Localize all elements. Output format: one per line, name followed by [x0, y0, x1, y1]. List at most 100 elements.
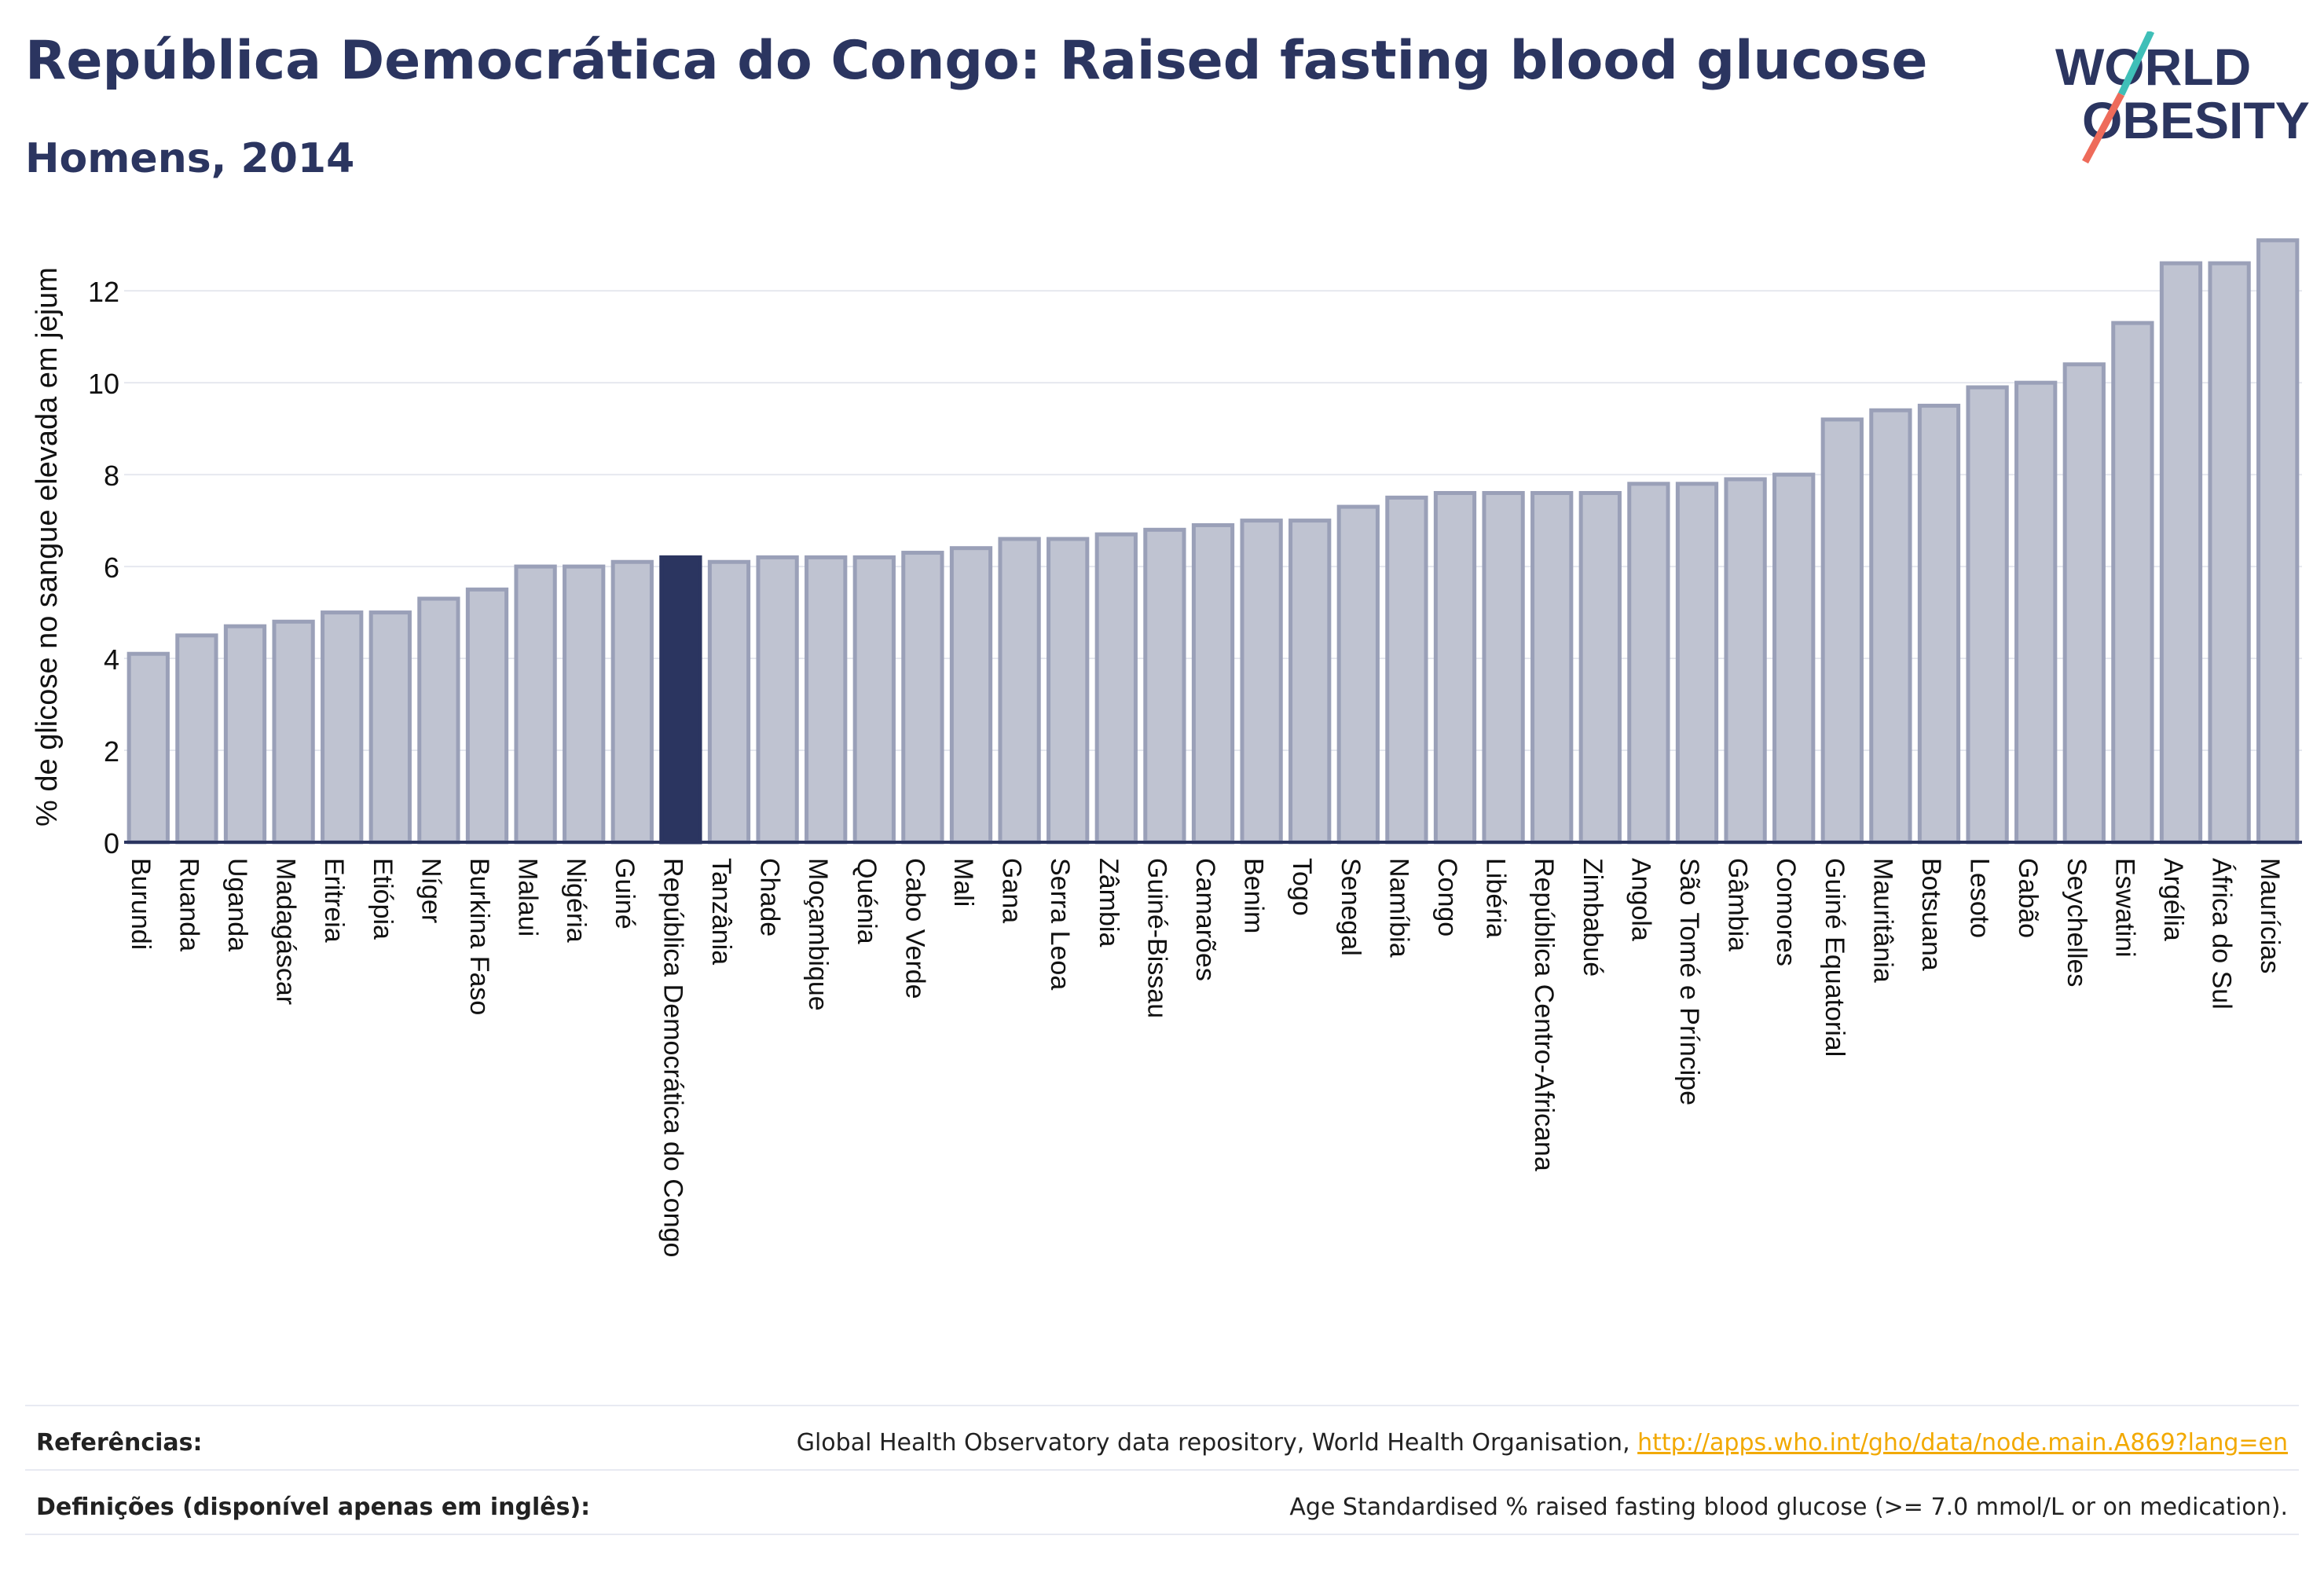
x-tick-label: República Centro-Africana [1529, 858, 1559, 1171]
x-tick-label: Senegal [1336, 858, 1365, 956]
bar [175, 633, 218, 845]
x-tick-label: Guiné [610, 858, 640, 929]
bar [1240, 519, 1283, 845]
x-tick-label: Guiné-Bissau [1142, 858, 1171, 1018]
bar [126, 651, 170, 845]
x-tick-label: Congo [1432, 858, 1462, 936]
x-tick-label: Mali [948, 858, 978, 907]
bar [1917, 403, 1961, 845]
x-tick-label: Gana [997, 858, 1027, 923]
bar-layer [126, 238, 2300, 845]
x-tick-label: Comores [1771, 858, 1801, 966]
definitions-row: Definições (disponível apenas em inglês)… [36, 1483, 2288, 1530]
bar [1530, 491, 1574, 845]
bar [417, 596, 460, 845]
x-tick-label: Seychelles [2062, 858, 2091, 987]
x-tick-label: África do Sul [2207, 858, 2237, 1010]
bar-chart: 0 2 4 6 8 10 12 Burundi Ruanda Uganda Madagáscar E… [31, 238, 2302, 1257]
bar [368, 610, 412, 845]
x-tick-label: Mauritânia [1868, 858, 1897, 983]
bar [1482, 491, 1525, 845]
y-tick-label: 2 [104, 735, 119, 768]
x-tick-label: Lesoto [1965, 858, 1995, 938]
x-tick-label: Argélia [2158, 858, 2188, 941]
bar [563, 564, 606, 845]
bar-highlighted [659, 555, 702, 845]
x-tick-layer: Burundi Ruanda Uganda Madagáscar Eritreia Eti… [126, 858, 2285, 1257]
x-tick-label: Ruanda [174, 858, 203, 951]
bar [1627, 482, 1670, 845]
chart-title: República Democrática do Congo: Raised f… [25, 30, 1928, 92]
y-tick-layer: 0 2 4 6 8 10 12 [88, 276, 119, 859]
y-tick-label: 8 [104, 460, 119, 492]
bar [2062, 362, 2106, 845]
bar [1191, 522, 1235, 845]
bar [1820, 417, 1864, 845]
logo-slash-top [2117, 31, 2155, 96]
bar [610, 559, 654, 845]
references-value: Global Health Observatory data repositor… [797, 1429, 2288, 1457]
logo-slash-bottom [2082, 92, 2124, 164]
chart-subtitle: Homens, 2014 [25, 135, 355, 182]
bar [272, 619, 315, 845]
x-tick-label: Maurícias [2255, 858, 2285, 973]
x-tick-label: Gâmbia [1723, 858, 1753, 951]
x-tick-label: São Tomé e Príncipe [1674, 858, 1704, 1105]
x-tick-label: Cabo Verde [900, 858, 929, 999]
x-tick-label: Botsuana [1916, 858, 1946, 971]
x-tick-label: Benim [1239, 858, 1269, 933]
bar [998, 537, 1041, 845]
definitions-label: Definições (disponível apenas em inglês)… [36, 1493, 591, 1521]
bar [805, 555, 848, 845]
x-tick-label: República Democrática do Congo [658, 858, 687, 1257]
x-tick-label: Serra Leoa [1045, 858, 1075, 990]
x-tick-label: Uganda [222, 858, 252, 951]
footer-divider-bottom [25, 1534, 2299, 1535]
bar [852, 555, 896, 845]
bar [1724, 477, 1767, 845]
x-tick-label: Zimbabué [1578, 858, 1607, 977]
bar [2014, 380, 2058, 845]
bar [949, 546, 993, 845]
x-tick-label: Etiópia [368, 858, 398, 940]
bar [1143, 527, 1186, 845]
y-tick-label: 10 [88, 368, 119, 400]
x-tick-label: Níger [416, 858, 445, 923]
footer-divider-middle [25, 1469, 2299, 1471]
logo-word-world: WORLD [2055, 38, 2251, 96]
x-tick-label: Madagáscar [271, 858, 301, 1005]
bar [1433, 491, 1477, 845]
references-text: Global Health Observatory data repositor… [796, 1428, 1638, 1457]
bar [1869, 408, 1912, 845]
bar [1336, 504, 1380, 845]
bar [1288, 519, 1332, 845]
y-axis-label: % de glicose no sangue elevada em jejum [31, 267, 64, 826]
y-tick-label: 0 [104, 827, 119, 859]
bar [2111, 321, 2154, 845]
bar [465, 587, 509, 845]
bar [1675, 482, 1719, 845]
x-tick-label: Nigéria [561, 858, 591, 943]
x-tick-label: Namíbia [1384, 858, 1413, 958]
y-tick-label: 12 [88, 276, 119, 308]
bar [1047, 537, 1090, 845]
x-tick-label: Eswatini [2110, 858, 2139, 958]
references-label: Referências: [36, 1428, 203, 1457]
world-obesity-logo: WORLD OBESITY [2055, 31, 2310, 164]
bar [1578, 491, 1622, 845]
bar [1385, 495, 1428, 845]
bar [2208, 261, 2251, 845]
y-tick-label: 4 [104, 643, 119, 676]
bar [901, 551, 944, 845]
y-tick-label: 6 [104, 552, 119, 584]
footer-divider-top [25, 1405, 2299, 1406]
bar [707, 559, 751, 845]
x-tick-label: Camarões [1190, 858, 1220, 981]
x-tick-label: Malaui [513, 858, 543, 936]
references-row: Referências: Global Health Observatory d… [36, 1419, 2288, 1466]
x-tick-label: Chade [755, 858, 785, 936]
references-link[interactable]: http://apps.who.int/gho/data/node.main.A… [1637, 1428, 2288, 1457]
x-tick-label: Angola [1626, 858, 1655, 941]
bar [1966, 385, 2009, 845]
bar [514, 564, 557, 845]
